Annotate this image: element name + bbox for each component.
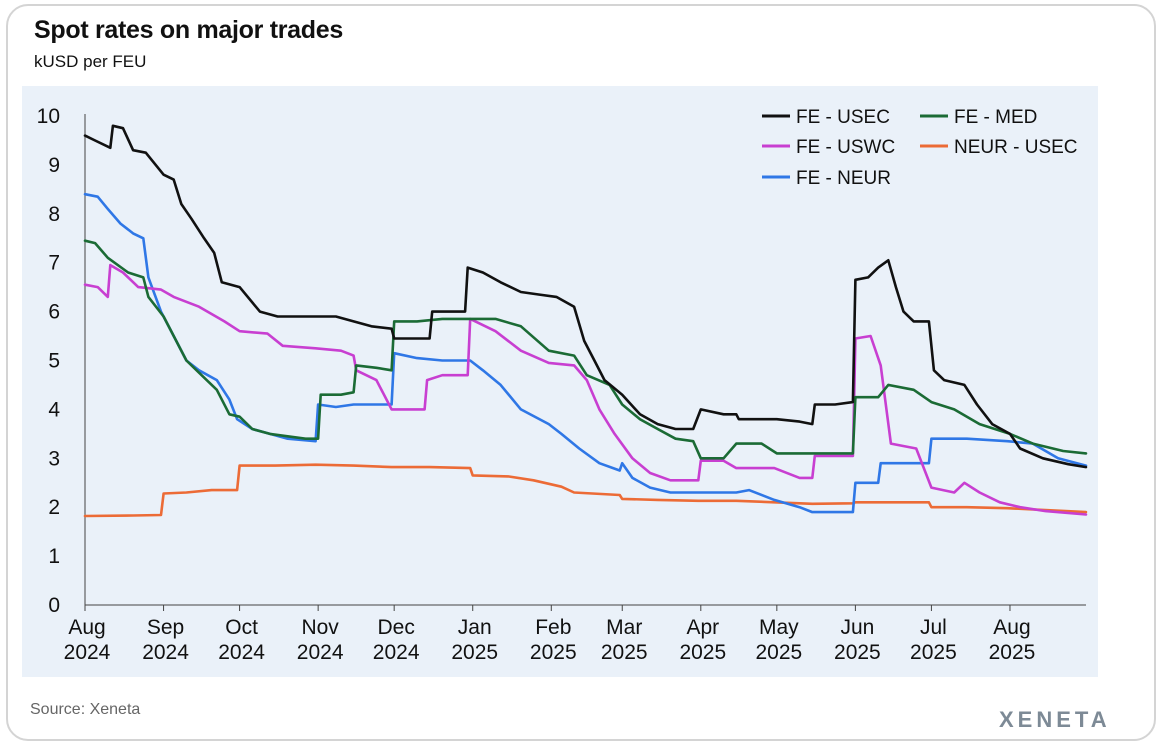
x-tick-label: Mar 2025 <box>601 616 648 664</box>
x-tick-label: Nov 2024 <box>297 616 344 664</box>
source-note: Source: Xeneta <box>30 701 141 718</box>
y-tick-label: 5 <box>48 350 60 373</box>
y-tick-label: 10 <box>37 105 60 128</box>
x-tick-label: Sep 2024 <box>142 616 189 664</box>
y-tick-label: 7 <box>48 252 60 275</box>
legend-label: FE - MED <box>954 107 1037 128</box>
y-tick-label: 6 <box>48 301 60 324</box>
legend-label: NEUR - USEC <box>954 137 1078 158</box>
y-tick-label: 4 <box>48 398 60 421</box>
x-tick-label: Apr 2025 <box>679 616 726 664</box>
series-line-neur-usec <box>83 463 1088 518</box>
x-axis: Aug 2024 Sep 2024 Oct 2024 Nov 2024 Dec 2024 Jan 20… <box>64 604 1086 664</box>
chart-title: Spot rates on major trades <box>34 16 343 44</box>
x-tick-label: Jun 2025 <box>834 616 881 664</box>
x-tick-label: May 2025 <box>755 616 802 664</box>
y-tick-label: 2 <box>48 496 60 519</box>
x-tick-label: Feb 2025 <box>530 616 577 664</box>
legend-label: FE - NEUR <box>796 168 891 189</box>
series-line-fe-usec <box>83 124 1088 469</box>
brand-logo: XENETA <box>999 707 1111 732</box>
series-line-fe-med <box>83 239 1088 460</box>
legend-label: FE - USEC <box>796 107 890 128</box>
series-lines <box>83 124 1088 518</box>
y-tick-label: 9 <box>48 154 60 177</box>
legend-label: FE - USWC <box>796 137 895 158</box>
legend: FE - USEC FE - MED FE - USWC NEUR - USEC FE … <box>762 107 1078 189</box>
chart-subtitle: kUSD per FEU <box>34 52 147 71</box>
series-line-fe-neur <box>83 192 1088 514</box>
y-tick-label: 0 <box>48 594 60 617</box>
x-tick-label: Dec 2024 <box>373 616 420 664</box>
y-tick-label: 8 <box>48 203 60 226</box>
x-tick-label: Jan 2025 <box>451 616 498 664</box>
x-tick-label: Oct 2024 <box>218 616 265 664</box>
plot-background <box>22 86 1098 677</box>
x-tick-label: Jul 2025 <box>910 616 957 664</box>
y-axis: 0 1 2 3 4 5 6 7 8 9 10 <box>37 105 86 617</box>
series-line-fe-uswc <box>83 263 1088 516</box>
y-tick-label: 1 <box>48 545 60 568</box>
y-tick-label: 3 <box>48 447 60 470</box>
x-tick-label: Aug 2025 <box>989 616 1036 664</box>
x-tick-label: Aug 2024 <box>64 616 111 664</box>
